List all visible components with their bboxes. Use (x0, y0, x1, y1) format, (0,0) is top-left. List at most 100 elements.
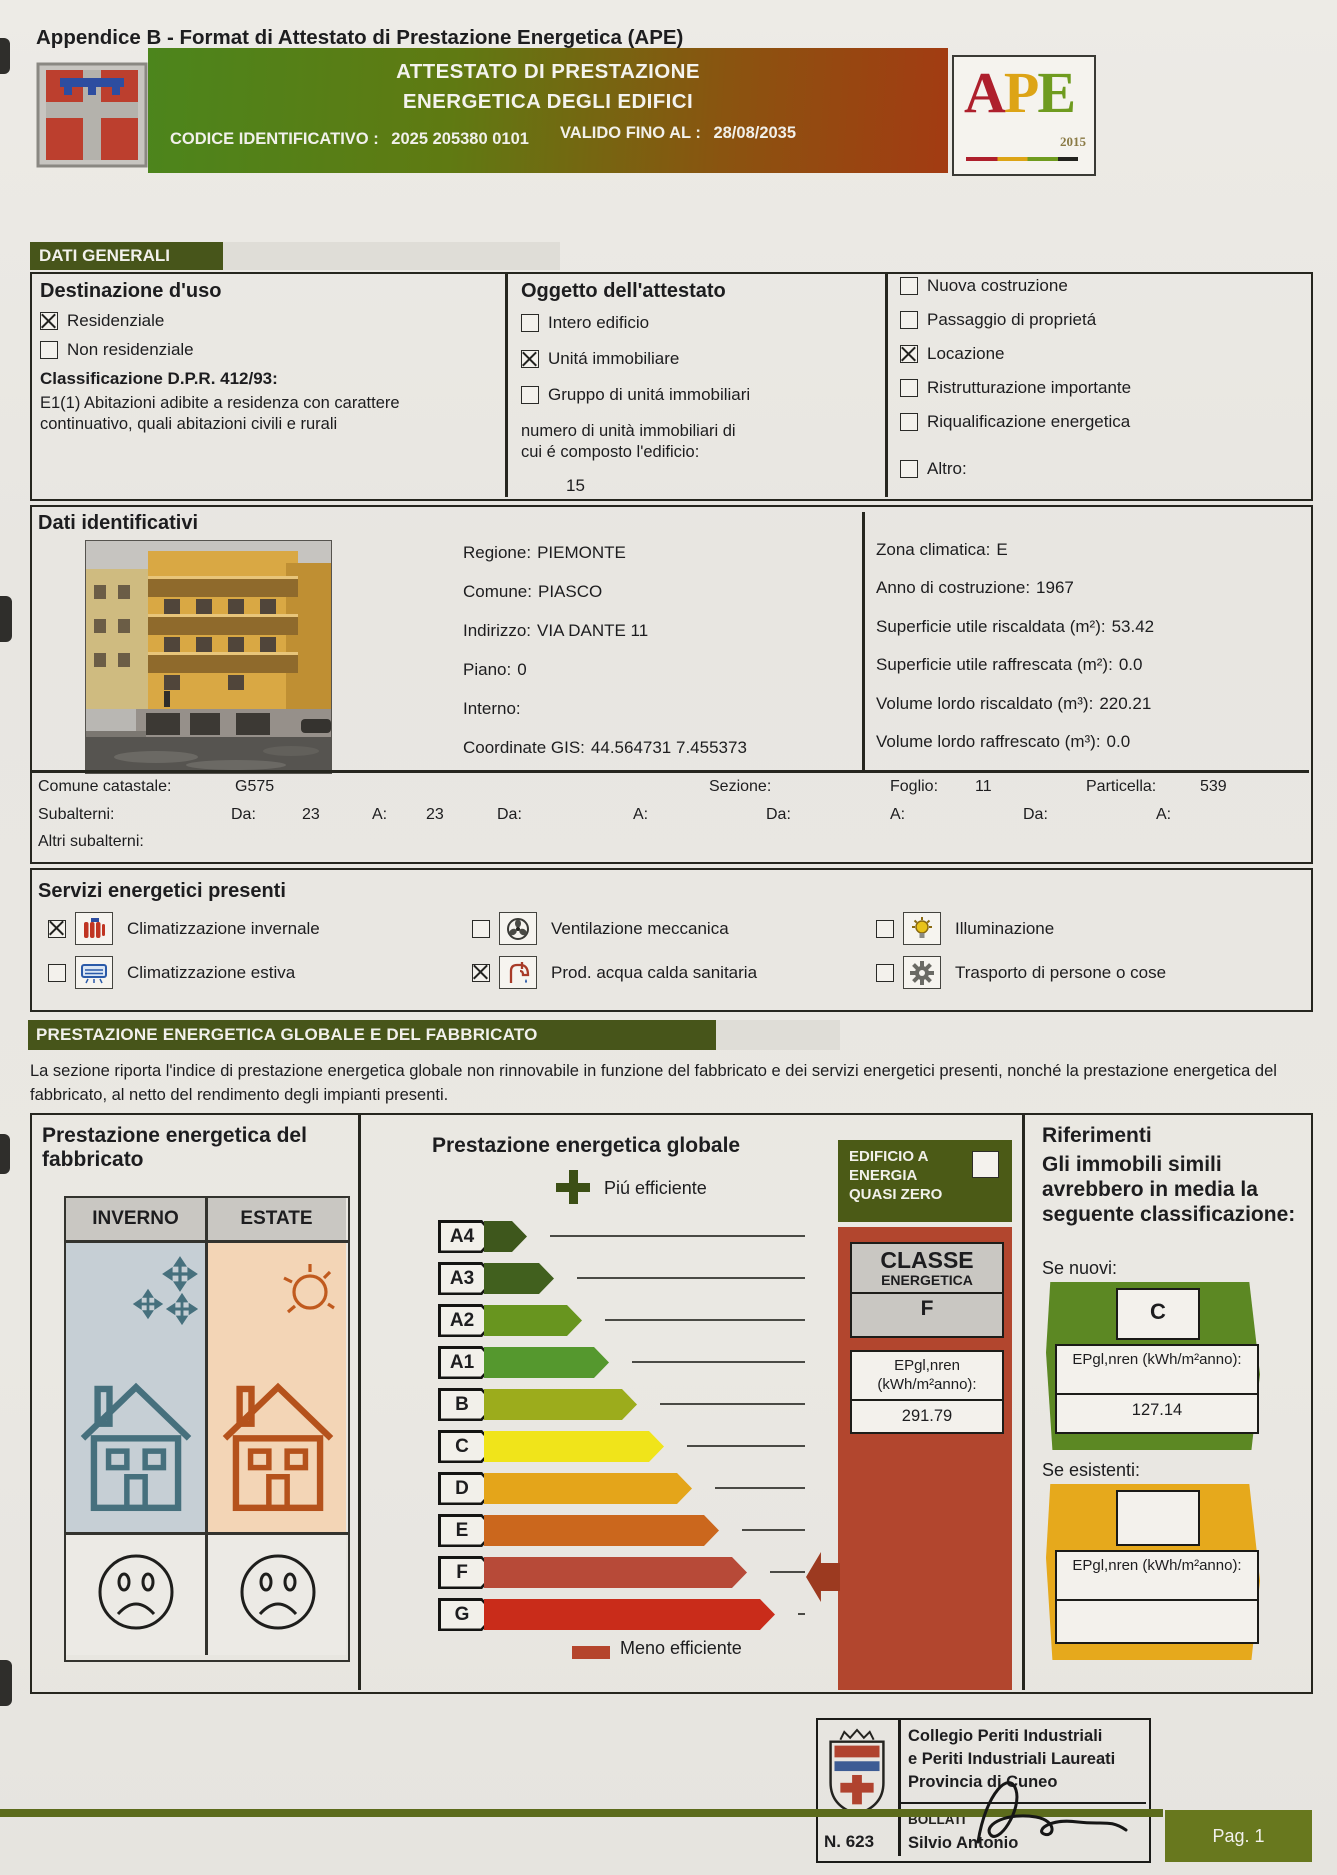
riferimenti-subtitle: Gli immobili simili avrebbero in media l… (1042, 1153, 1296, 1227)
class-arrow (484, 1431, 664, 1462)
option-label: Riqualificazione energetica (927, 412, 1131, 431)
energy-class-value: F (920, 1297, 934, 1321)
class-arrow (484, 1305, 582, 1336)
subalterni-da-label: Da: (766, 806, 791, 823)
prestazione-main-box (30, 1113, 1313, 1694)
riferimenti-title: Riferimenti (1042, 1124, 1152, 1147)
field-anno-costruzione: Anno di costruzione: 1967 (876, 578, 1154, 616)
class-arrow (484, 1389, 637, 1420)
option-locazione: Locazione (900, 344, 1295, 364)
field-label: Anno di costruzione: (876, 578, 1031, 598)
column-divider (862, 512, 865, 770)
ape-2015-logo: APE 2015 (952, 55, 1096, 176)
signature (976, 1781, 1128, 1844)
certifier-name: Silvio Antonio (908, 1834, 1019, 1852)
checkbox-altro (900, 460, 918, 478)
servizi-title: Servizi energetici presenti (38, 880, 286, 902)
less-efficient-swatch (572, 1646, 610, 1659)
class-line (742, 1529, 805, 1532)
plus-icon (556, 1170, 590, 1204)
dati-identificativi-box (30, 505, 1313, 864)
summer-house-icon (222, 1382, 334, 1512)
checkbox-climatizzazione-invernale (48, 919, 66, 938)
page-number-badge: Pag. 1 (1165, 1810, 1312, 1862)
more-efficient-label: Piú efficiente (604, 1178, 707, 1198)
globale-title: Prestazione energetica globale (432, 1134, 741, 1157)
class-line (715, 1487, 805, 1490)
stamp-divider (900, 1802, 1146, 1804)
radiator-icon (75, 912, 113, 945)
certificate-title-line2: ENERGETICA DEGLI EDIFICI (402, 90, 694, 113)
column-divider (505, 272, 508, 497)
field-superficie-raffrescata: Superficie utile raffrescata (m²): 0.0 (876, 655, 1154, 693)
field-label: Regione: (463, 543, 532, 562)
subalterni-da-label: Da: (231, 806, 256, 823)
checkbox-acqua-calda (472, 963, 490, 982)
field-label: Indirizzo: (463, 621, 532, 640)
reference-new-class: C (1116, 1288, 1200, 1340)
option-label: Locazione (927, 344, 1005, 363)
ep-label: EPgl,nren (kWh/m²anno): (852, 1352, 1002, 1401)
panel-divider (1022, 1113, 1025, 1690)
option-label: Residenziale (67, 311, 165, 330)
subalterni-a-value: 23 (426, 806, 444, 823)
field-superficie-riscaldata: Superficie utile riscaldata (m²): 53.42 (876, 617, 1154, 655)
subalterni-a-label: A: (890, 806, 906, 823)
energy-class-row-c: C (438, 1426, 820, 1468)
oggetto-attestato-column: Oggetto dell'attestato Intero edificio U… (521, 280, 771, 496)
field-label: Coordinate GIS: (463, 738, 585, 757)
energy-class-row-a3: A3 (438, 1258, 820, 1300)
field-value: 53.42 (1111, 616, 1155, 636)
certificate-title-line1: ATTESTATO DI PRESTAZIONE (396, 60, 700, 83)
field-value: 220.21 (1099, 693, 1152, 713)
service-label: Illuminazione (955, 918, 1055, 938)
ep-label: EPgl,nren (kWh/m²anno): (1057, 1552, 1257, 1601)
class-line (632, 1361, 805, 1364)
energetica-header: ENERGETICA (852, 1272, 1002, 1295)
checkbox-riqualificazione (900, 413, 918, 431)
classificazione-label: Classificazione D.P.R. 412/93: (40, 369, 278, 388)
subalterni-a-label: A: (372, 806, 388, 823)
valid-value: 28/08/2035 (713, 124, 797, 142)
energy-class-row-a2: A2 (438, 1300, 820, 1342)
field-value: PIEMONTE (537, 543, 626, 562)
energy-class-row-a4: A4 (438, 1216, 820, 1258)
sun-icon (283, 1264, 335, 1314)
energy-class-row-e: E (438, 1510, 820, 1552)
appendix-title: Appendice B - Format di Attestato di Pre… (36, 26, 684, 49)
subalterni-a-label: A: (1156, 806, 1172, 823)
foglio-label: Foglio: (890, 778, 939, 795)
class-line (687, 1445, 805, 1448)
option-residenziale: Residenziale (40, 311, 490, 331)
reference-existing-ep-box: EPgl,nren (kWh/m²anno): (1055, 1550, 1259, 1644)
checkbox-gruppo-unita (521, 386, 539, 404)
valid-label: VALIDO FINO AL : (560, 124, 701, 142)
sad-face-icon (98, 1554, 174, 1630)
ape-logo-underline (966, 156, 1078, 161)
code-label: CODICE IDENTIFICATIVO : (170, 130, 379, 148)
option-label: Intero edificio (548, 313, 650, 332)
energy-class-row-a1: A1 (438, 1342, 820, 1384)
punch-mark (0, 1134, 10, 1174)
checkbox-passaggio-proprieta (900, 311, 918, 329)
subalterni-da-value: 23 (302, 806, 320, 823)
less-efficient-label: Meno efficiente (620, 1638, 742, 1658)
option-label: Nuova costruzione (927, 276, 1068, 295)
stamp-organization: Collegio Periti Industriali e Periti Ind… (908, 1725, 1143, 1794)
class-line (660, 1403, 805, 1406)
certificate-code: CODICE IDENTIFICATIVO : 2025 205380 0101 (170, 130, 529, 149)
header-banner: ATTESTATO DI PRESTAZIONE ENERGETICA DEGL… (148, 48, 948, 173)
class-arrow (484, 1515, 719, 1546)
footer-rule (0, 1809, 1163, 1817)
option-ristrutturazione: Ristrutturazione importante (900, 378, 1295, 398)
field-value: 0.0 (1106, 731, 1131, 751)
checkbox-nuova-costruzione (900, 277, 918, 295)
valid-until: VALIDO FINO AL : 28/08/2035 (560, 124, 796, 143)
table-divider (66, 1240, 348, 1243)
class-arrow (484, 1221, 527, 1252)
gear-icon (903, 956, 941, 989)
checkbox-intero-edificio (521, 314, 539, 332)
cuneo-coat-of-arms (829, 1728, 885, 1816)
page-number-label: Pag. 1 (1212, 1825, 1265, 1846)
